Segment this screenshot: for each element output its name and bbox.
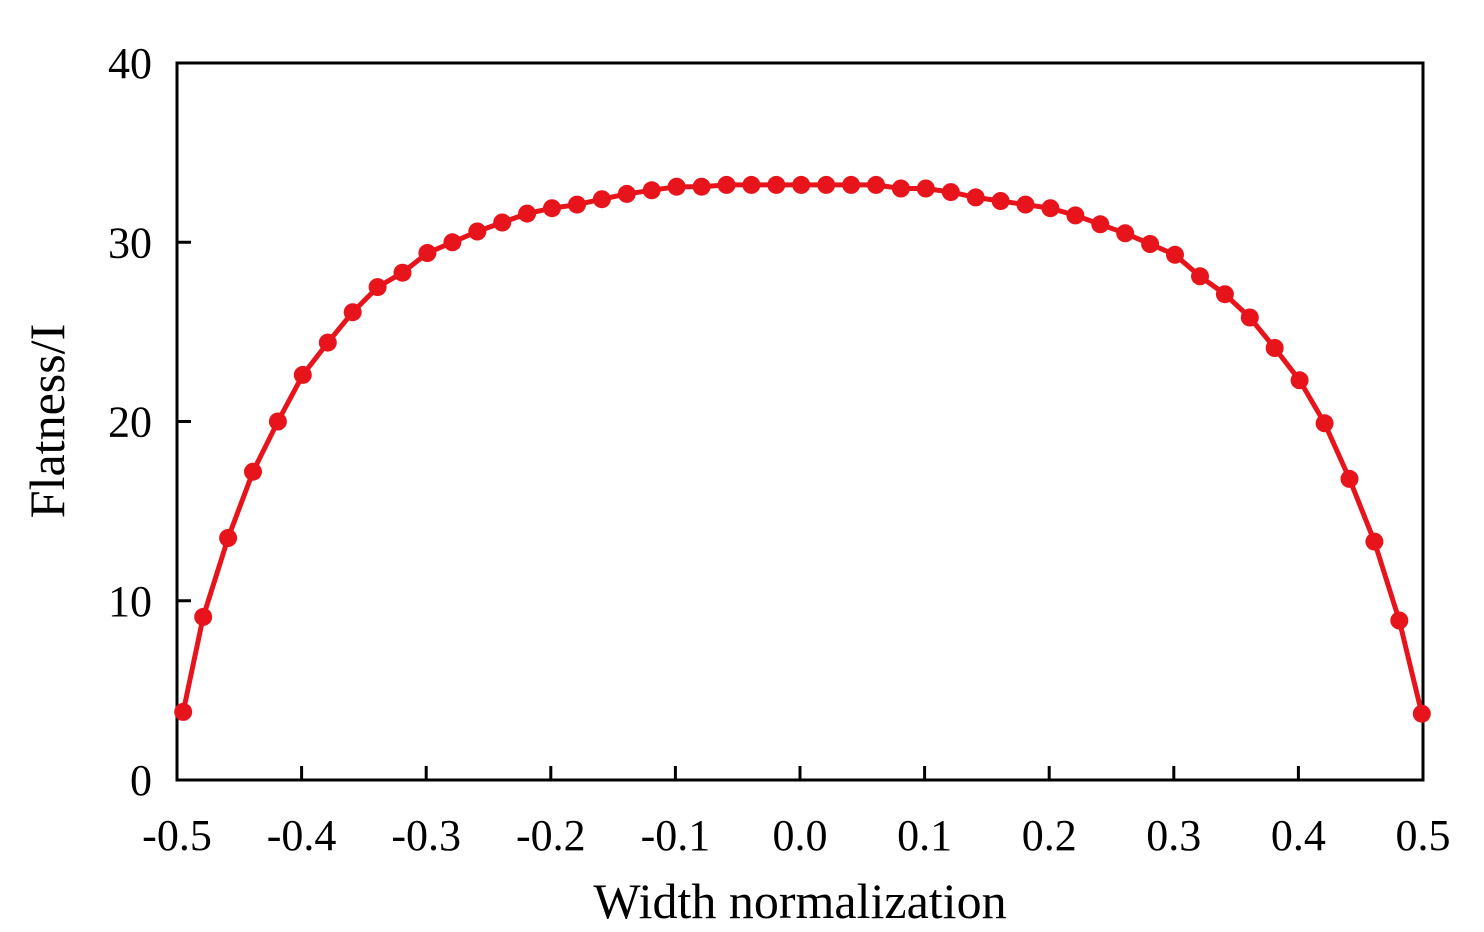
data-point [667,177,686,196]
x-tick-label: 0.3 [1146,811,1201,860]
data-point [1016,195,1035,214]
data-point [1041,199,1060,218]
data-point [468,222,487,241]
data-point [1116,224,1135,243]
data-point [543,199,561,218]
data-point [891,179,910,198]
y-tick-label: 40 [108,39,152,88]
data-point [1066,206,1085,225]
x-tick-label: -0.4 [267,811,337,860]
data-point [742,175,761,194]
data-point [318,333,337,352]
y-tick-label: 30 [108,218,152,267]
data-point [592,190,611,209]
data-point [194,607,213,626]
data-point [617,184,636,203]
data-point [991,192,1010,210]
data-point [1166,245,1184,264]
data-point [642,181,661,200]
x-tick-label: 0.4 [1271,811,1326,860]
data-point [966,188,985,207]
data-point [443,233,462,252]
y-tick-label: 20 [108,398,152,447]
data-point [842,175,861,194]
data-point [717,175,736,194]
data-point [1141,235,1160,253]
series-group [174,175,1431,723]
x-tick-label: 0.0 [773,811,828,860]
x-tick-label: 0.5 [1396,811,1451,860]
x-tick-label: 0.1 [897,811,952,860]
data-point [916,179,935,198]
data-point [767,175,786,194]
data-point [219,529,238,547]
y-tick-labels: 0 10 20 30 40 [108,39,152,805]
data-point [692,177,711,196]
data-point [518,204,537,223]
data-point [493,213,512,232]
data-point [1412,704,1431,723]
data-point [941,183,960,202]
data-point [1215,285,1234,304]
data-point [867,175,885,194]
data-point [343,303,362,322]
tick-marks [175,61,1425,782]
data-point [1265,339,1284,357]
data-point [1191,267,1209,286]
data-point [1340,469,1359,488]
x-tick-labels: -0.5 -0.4 -0.3 -0.2 -0.1 0.0 0.1 0.2 0.3 0.4 0.5 [142,811,1450,860]
data-point [368,278,387,297]
data-point [1290,371,1309,390]
x-tick-label: -0.2 [516,811,586,860]
data-point [1315,414,1334,433]
data-point [293,365,312,384]
x-axis-title: Width normalization [593,873,1006,929]
data-point [244,462,262,481]
y-axis-title: Flatness/I [19,324,75,518]
data-point [393,263,412,282]
data-point [418,244,437,262]
data-point [1390,611,1409,630]
x-tick-label: 0.2 [1022,811,1077,860]
data-point [268,412,287,431]
series-line [180,182,1425,715]
data-point [1365,532,1384,551]
y-tick-label: 0 [130,756,152,805]
x-tick-label: -0.1 [641,811,711,860]
data-point [1240,308,1259,327]
data-point [568,195,586,214]
data-point [792,175,811,194]
y-tick-label: 10 [108,577,152,626]
data-point [1091,215,1110,234]
x-tick-label: -0.3 [391,811,461,860]
plot-frame [175,61,1425,782]
data-point [174,702,193,721]
data-point [817,175,836,194]
x-tick-label: -0.5 [142,811,212,860]
